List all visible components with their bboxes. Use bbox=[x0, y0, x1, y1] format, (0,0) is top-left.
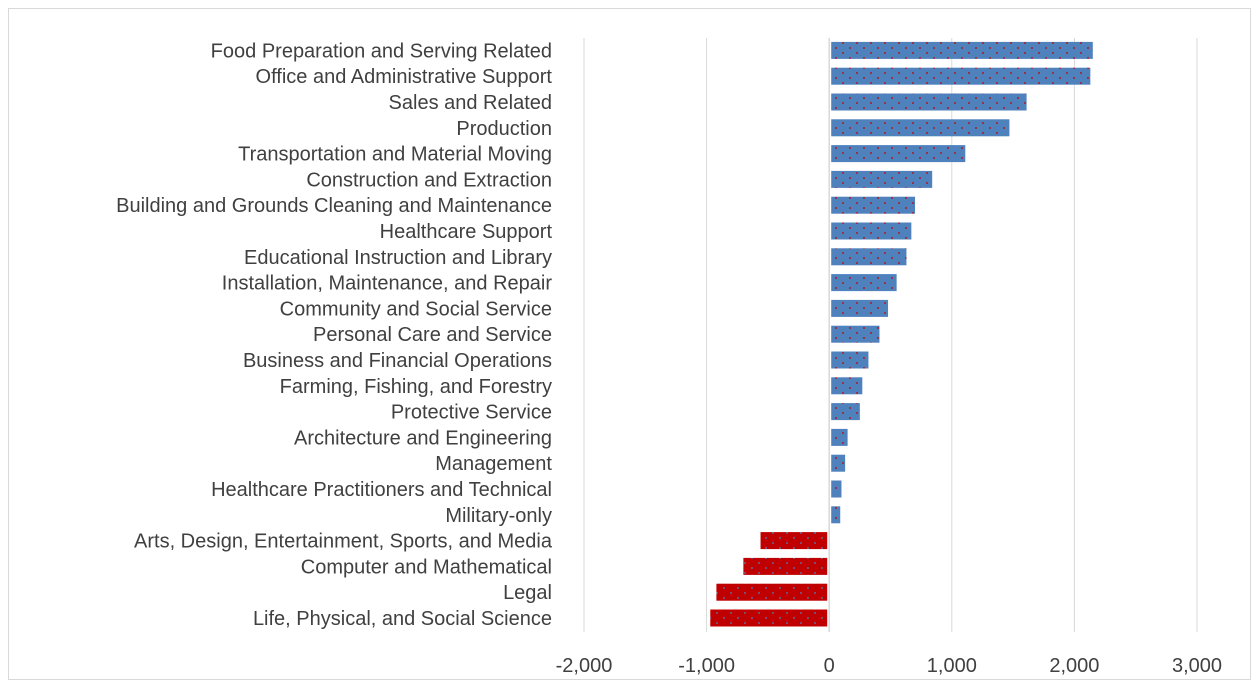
bars bbox=[710, 41, 1093, 627]
bar bbox=[831, 454, 846, 472]
gridlines bbox=[583, 38, 1198, 632]
category-label: Transportation and Material Moving bbox=[238, 144, 552, 166]
x-tick-label: 3,000 bbox=[1172, 655, 1222, 677]
bar bbox=[716, 583, 828, 601]
category-label: Arts, Design, Entertainment, Sports, and… bbox=[134, 531, 553, 553]
bar bbox=[831, 403, 860, 421]
bar bbox=[831, 67, 1091, 85]
bar bbox=[831, 145, 966, 163]
category-label: Community and Social Service bbox=[280, 298, 552, 320]
category-label: Management bbox=[435, 453, 552, 475]
category-label: Sales and Related bbox=[389, 92, 552, 114]
bar bbox=[831, 351, 869, 369]
category-labels: Food Preparation and Serving Related Offi… bbox=[116, 40, 553, 630]
category-label: Personal Care and Service bbox=[313, 324, 552, 346]
category-label: Food Preparation and Serving Related bbox=[211, 40, 552, 62]
category-label: Life, Physical, and Social Science bbox=[253, 608, 552, 630]
category-label: Protective Service bbox=[391, 402, 552, 424]
category-label: Installation, Maintenance, and Repair bbox=[222, 273, 553, 295]
bar bbox=[710, 609, 828, 627]
bar bbox=[831, 480, 842, 498]
bar bbox=[831, 428, 848, 446]
category-label: Healthcare Support bbox=[380, 221, 553, 243]
x-tick-label: -2,000 bbox=[556, 655, 613, 677]
category-label: Healthcare Practitioners and Technical bbox=[211, 479, 552, 501]
category-label: Military-only bbox=[445, 505, 552, 527]
x-tick-label: 0 bbox=[824, 655, 835, 677]
category-label: Legal bbox=[503, 582, 552, 604]
x-tick-label: -1,000 bbox=[678, 655, 735, 677]
category-label: Office and Administrative Support bbox=[256, 66, 553, 88]
bar bbox=[831, 299, 889, 317]
bar bbox=[743, 557, 828, 575]
bar bbox=[831, 506, 841, 524]
bar bbox=[831, 41, 1093, 59]
category-label: Farming, Fishing, and Forestry bbox=[280, 376, 552, 398]
x-tick-label: 2,000 bbox=[1049, 655, 1099, 677]
bar bbox=[831, 377, 863, 395]
x-axis-tick-labels: -2,000 -1,000 0 1,000 2,000 3,000 bbox=[556, 655, 1222, 677]
chart-frame bbox=[8, 8, 1251, 680]
bar bbox=[831, 119, 1010, 137]
bar bbox=[831, 196, 916, 214]
bar bbox=[831, 274, 897, 292]
category-label: Business and Financial Operations bbox=[243, 350, 552, 372]
category-label: Construction and Extraction bbox=[306, 169, 552, 191]
bar bbox=[831, 222, 912, 240]
bar bbox=[831, 93, 1027, 111]
category-label: Architecture and Engineering bbox=[294, 427, 552, 449]
category-label: Educational Instruction and Library bbox=[244, 247, 552, 269]
category-label: Computer and Mathematical bbox=[301, 556, 552, 578]
bar bbox=[760, 532, 828, 550]
category-label: Production bbox=[456, 118, 552, 140]
bar bbox=[831, 170, 933, 188]
category-label: Building and Grounds Cleaning and Mainte… bbox=[116, 195, 552, 217]
bar bbox=[831, 248, 907, 266]
bar bbox=[831, 325, 880, 343]
x-tick-label: 1,000 bbox=[927, 655, 977, 677]
